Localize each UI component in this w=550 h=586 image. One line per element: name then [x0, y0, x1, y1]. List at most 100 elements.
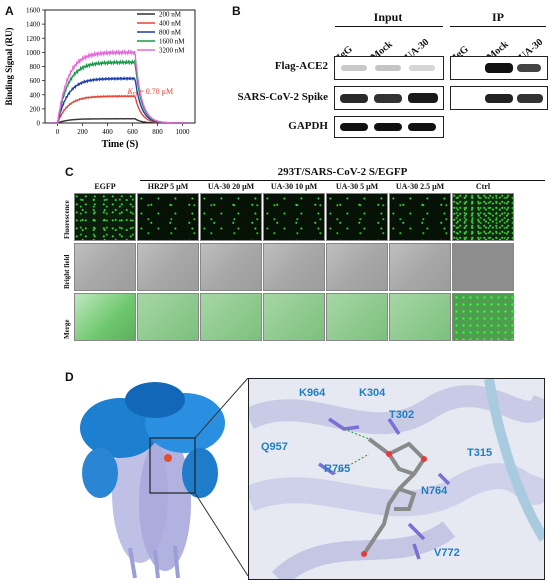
- series-line-4: [51, 48, 189, 124]
- y-tick-label: 400: [30, 91, 41, 99]
- micro-tile-r2-c0: [74, 293, 136, 341]
- blot-box-gapdh: [334, 116, 444, 138]
- blot-row-label-2: GAPDH: [288, 120, 328, 132]
- spike-trimer-overview: [80, 382, 225, 579]
- micro-tile-r0-c2: [200, 193, 262, 241]
- binding-site-drawing: [249, 379, 544, 579]
- microscopy-row-2: Merge: [63, 319, 71, 339]
- x-tick-label: 400: [102, 128, 113, 136]
- micro-tile-r1-c1: [137, 243, 199, 291]
- microscopy-col-0: EGFP: [94, 182, 116, 191]
- micro-tile-r2-c5: [389, 293, 451, 341]
- y-tick-label: 1200: [26, 35, 41, 43]
- microscopy-col-1: HR2P 5 μM: [147, 182, 189, 191]
- legend-label-3: 1600 nM: [159, 38, 185, 46]
- y-tick-label: 600: [30, 77, 41, 85]
- band: [341, 65, 367, 71]
- blot-box-ip-ace2: [450, 56, 548, 80]
- x-tick-label: 200: [77, 128, 88, 136]
- micro-tile-r2-c1: [137, 293, 199, 341]
- band: [408, 93, 438, 103]
- legend-label-4: 3200 nM: [159, 47, 185, 55]
- band: [374, 123, 402, 131]
- microscopy-col-6: Ctrl: [475, 182, 491, 191]
- micro-tile-r2-c3: [263, 293, 325, 341]
- y-tick-label: 1000: [26, 49, 41, 57]
- residue-label-2: T302: [389, 409, 415, 421]
- x-tick-label: 1000: [176, 128, 191, 136]
- legend-label-0: 200 nM: [159, 11, 182, 19]
- micro-tile-r1-c5: [389, 243, 451, 291]
- micro-tile-r1-c3: [263, 243, 325, 291]
- microscopy-col-2: UA-30 20 μM: [207, 182, 255, 191]
- title-underline: [140, 180, 545, 181]
- panel-label-c: C: [65, 165, 74, 179]
- y-axis-label: Binding Signal (RU): [4, 27, 14, 105]
- micro-tile-r2-c2: [200, 293, 262, 341]
- x-tick-label: 600: [127, 128, 138, 136]
- blot-box-input-spike: [334, 86, 444, 110]
- blot-group-ip: IP: [492, 10, 504, 24]
- panel-label-d: D: [65, 370, 74, 384]
- band: [374, 94, 402, 103]
- residue-label-0: K964: [299, 387, 326, 399]
- y-tick-label: 800: [30, 63, 41, 71]
- micro-tile-r0-c6: [452, 193, 514, 241]
- band: [485, 63, 513, 73]
- micro-tile-r1-c4: [326, 243, 388, 291]
- x-tick-label: 0: [56, 128, 60, 136]
- micro-tile-r1-c6: [452, 243, 514, 291]
- y-tick-label: 1600: [26, 7, 41, 15]
- band: [375, 65, 401, 71]
- ip-underline: [450, 26, 546, 27]
- blot-group-input: Input: [373, 10, 403, 24]
- band: [517, 94, 543, 103]
- residue-label-6: N764: [421, 485, 448, 497]
- y-tick-label: 1400: [26, 21, 41, 29]
- x-axis-label: Time (S): [102, 139, 139, 150]
- zoom-lines: [195, 378, 249, 577]
- residue-label-1: K304: [359, 387, 386, 399]
- micro-tile-r1-c0: [74, 243, 136, 291]
- band: [517, 64, 541, 72]
- series-line-2: [51, 76, 189, 124]
- blot-box-ip-spike: [450, 86, 548, 110]
- band: [408, 123, 436, 131]
- band: [409, 65, 435, 71]
- legend-label-2: 800 nM: [159, 29, 182, 37]
- micro-tile-r0-c1: [137, 193, 199, 241]
- binding-chart: 0 200 400 600 800 1000 1200 1400 1600 0 200 400 600 8…: [4, 7, 196, 150]
- micro-tile-r0-c0: [74, 193, 136, 241]
- y-tick-label: 0: [37, 120, 41, 128]
- band: [340, 123, 368, 131]
- residue-label-7: V772: [434, 547, 460, 559]
- binding-site-zoom: K964 K304 T302 Q957 T315 R765 N764 V772: [248, 378, 545, 580]
- micro-tile-r2-c4: [326, 293, 388, 341]
- panel-label-b: B: [232, 4, 241, 18]
- microscopy-title: 293T/SARS-CoV-2 S/EGFP: [277, 166, 408, 178]
- microscopy-col-3: UA-30 10 μM: [270, 182, 318, 191]
- micro-tile-r0-c5: [389, 193, 451, 241]
- microscopy-col-5: UA-30 2.5 μM: [395, 182, 445, 191]
- micro-tile-r0-c4: [326, 193, 388, 241]
- panel-label-a: A: [5, 4, 14, 18]
- residue-label-4: T315: [467, 447, 493, 459]
- micro-tile-r0-c3: [263, 193, 325, 241]
- x-tick-label: 800: [152, 128, 163, 136]
- residue-label-5: R765: [324, 463, 351, 475]
- blot-row-label-0: Flag-ACE2: [274, 60, 328, 72]
- microscopy-col-4: UA-30 5 μM: [335, 182, 379, 191]
- kd-annotation: KD = 0.78 μM: [127, 87, 174, 98]
- microscopy-row-0: Fluorescence: [63, 200, 71, 239]
- micro-tile-r2-c6: [452, 293, 514, 341]
- residue-label-3: Q957: [261, 441, 288, 453]
- blot-row-label-1: SARS-CoV-2 Spike: [237, 91, 328, 103]
- micro-tile-r1-c2: [200, 243, 262, 291]
- band: [340, 94, 368, 103]
- microscopy-row-1: Bright field: [63, 254, 71, 289]
- blot-box-input-ace2: [334, 56, 444, 80]
- y-tick-label: 200: [30, 105, 41, 113]
- band: [485, 94, 513, 103]
- input-underline: [335, 26, 443, 27]
- legend-label-1: 400 nM: [159, 20, 182, 28]
